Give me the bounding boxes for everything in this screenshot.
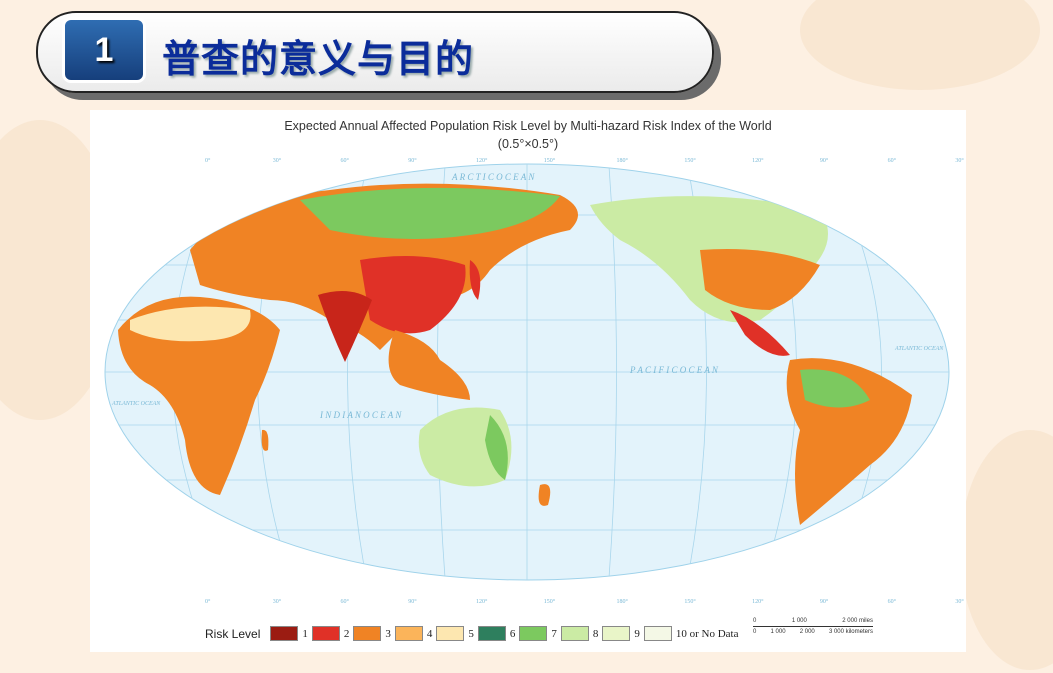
longitude-label: 30° bbox=[273, 157, 282, 164]
scale-bar: 0 1 000 2 000 miles 0 1 000 2 000 3 000 … bbox=[753, 618, 873, 635]
background-decoration bbox=[960, 430, 1053, 670]
legend-swatch-7 bbox=[519, 626, 548, 641]
longitude-label: 60° bbox=[341, 157, 350, 164]
scale-mile-2: 2 000 miles bbox=[842, 618, 873, 624]
longitude-label: 90° bbox=[408, 598, 417, 605]
legend-swatch-3 bbox=[353, 626, 382, 641]
longitude-label: 120° bbox=[476, 157, 488, 164]
longitude-label: 60° bbox=[341, 598, 350, 605]
section-number-badge: 1 bbox=[62, 17, 146, 83]
longitude-label: 180° bbox=[617, 598, 629, 605]
legend-label-9: 9 bbox=[634, 627, 640, 640]
world-map: A R C T I C O C E A N P A C I F I C O C … bbox=[104, 157, 964, 605]
longitude-label: 30° bbox=[955, 157, 964, 164]
section-title: 普查的意义与目的 bbox=[162, 39, 475, 81]
pacific-ocean-label: P A C I F I C O C E A N bbox=[629, 365, 719, 375]
scale-mile-0: 0 bbox=[753, 618, 757, 624]
legend-swatch-10 bbox=[643, 626, 672, 641]
legend-label-7: 7 bbox=[551, 627, 557, 640]
longitude-labels: 0° 0° 30° 30° 60° 60° 90° 90° 120° 120° 150° 150° 18… bbox=[205, 157, 964, 605]
longitude-label: 0° bbox=[205, 157, 211, 164]
australia-east bbox=[485, 415, 508, 480]
map-title: Expected Annual Affected Population Risk… bbox=[284, 119, 772, 133]
legend-label-4: 4 bbox=[426, 627, 433, 640]
longitude-label: 150° bbox=[544, 598, 556, 605]
legend-label-2: 2 bbox=[343, 627, 350, 640]
longitude-label: 150° bbox=[684, 598, 696, 605]
longitude-label: 120° bbox=[752, 157, 764, 164]
longitude-label: 120° bbox=[476, 598, 488, 605]
map-subtitle: (0.5°×0.5°) bbox=[497, 137, 559, 151]
longitude-label: 60° bbox=[888, 598, 897, 605]
section-header bbox=[36, 11, 714, 93]
sahara bbox=[130, 306, 251, 342]
atlantic-ocean-left-label: ATLANTIC OCEAN bbox=[111, 401, 161, 407]
atlantic-ocean-right-label: ATLANTIC OCEAN bbox=[894, 346, 944, 352]
indian-ocean-label: I N D I A N O C E A N bbox=[319, 410, 402, 420]
legend-title: Risk Level bbox=[205, 626, 261, 641]
longitude-label: 120° bbox=[752, 598, 764, 605]
longitude-label: 150° bbox=[544, 157, 556, 164]
longitude-label: 90° bbox=[820, 598, 829, 605]
risk-legend: Risk Level 1 2 3 4 5 6 7 8 9 10 or No Data bbox=[205, 626, 738, 641]
legend-swatch-6 bbox=[477, 626, 506, 641]
madagascar bbox=[261, 429, 269, 451]
world-risk-map-figure: Expected Annual Affected Population Risk… bbox=[90, 110, 966, 652]
usa bbox=[700, 249, 820, 310]
central-america bbox=[730, 310, 790, 356]
legend-swatch-2 bbox=[311, 626, 340, 641]
ocean-labels: A R C T I C O C E A N P A C I F I C O C … bbox=[111, 172, 944, 420]
scale-km-2: 2 000 bbox=[799, 629, 815, 635]
arctic-ocean-label: A R C T I C O C E A N bbox=[451, 172, 535, 182]
longitude-label: 0° bbox=[205, 598, 211, 605]
scale-km-0: 0 bbox=[753, 629, 757, 635]
continents bbox=[118, 175, 912, 525]
amazon bbox=[800, 369, 870, 408]
legend-swatch-5 bbox=[436, 626, 465, 641]
greenland bbox=[840, 175, 900, 208]
longitude-label: 90° bbox=[408, 157, 417, 164]
new-zealand bbox=[538, 484, 551, 506]
legend-swatch-9 bbox=[602, 626, 631, 641]
legend-label-8: 8 bbox=[592, 627, 599, 640]
background-decoration bbox=[800, 0, 1040, 90]
se-asia bbox=[388, 330, 470, 400]
legend-label-1: 1 bbox=[302, 627, 308, 640]
legend-label-6: 6 bbox=[509, 627, 516, 640]
china bbox=[360, 256, 466, 334]
longitude-label: 90° bbox=[820, 157, 829, 164]
legend-label-3: 3 bbox=[385, 627, 391, 640]
africa bbox=[118, 296, 280, 495]
india bbox=[318, 291, 372, 362]
scale-km-1: 1 000 bbox=[770, 629, 786, 635]
longitude-label: 30° bbox=[955, 598, 964, 605]
japan bbox=[469, 260, 481, 300]
legend-label-10: 10 or No Data bbox=[675, 627, 739, 640]
longitude-label: 180° bbox=[617, 157, 629, 164]
longitude-label: 30° bbox=[273, 598, 282, 605]
legend-swatch-1 bbox=[270, 626, 299, 641]
legend-label-5: 5 bbox=[468, 627, 474, 640]
legend-swatch-8 bbox=[560, 626, 589, 641]
legend-swatch-4 bbox=[394, 626, 423, 641]
scale-mile-1: 1 000 bbox=[791, 618, 807, 624]
scale-km-3: 3 000 kilometers bbox=[828, 629, 873, 635]
longitude-label: 150° bbox=[684, 157, 696, 164]
siberia bbox=[300, 187, 560, 239]
longitude-label: 60° bbox=[888, 157, 897, 164]
